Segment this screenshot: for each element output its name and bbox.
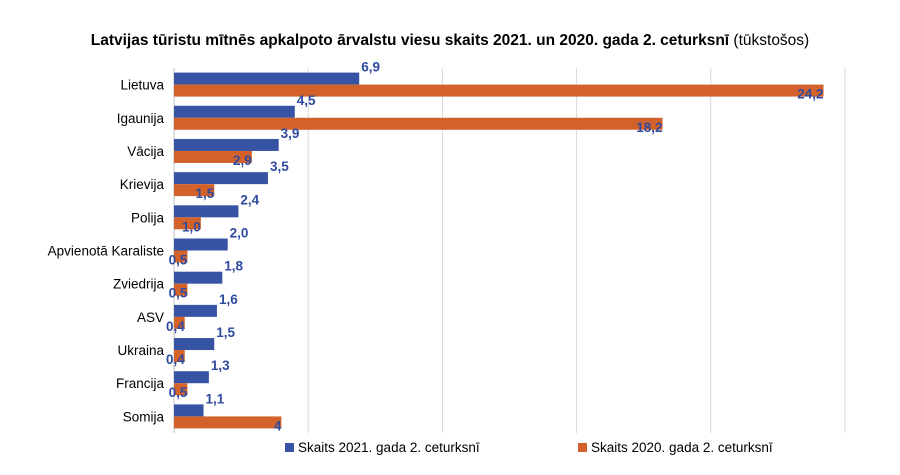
bar-2020: [174, 84, 824, 97]
bar-2021: [174, 271, 223, 284]
category-label: ASV: [137, 310, 164, 325]
data-label-2020: 18,2: [636, 120, 662, 135]
bar-2021: [174, 371, 209, 384]
chart-title-unit: (tūkstošos): [733, 32, 810, 49]
bar-2021: [174, 205, 239, 218]
category-label: Apvienotā Karaliste: [48, 244, 164, 259]
category-label: Igaunija: [117, 111, 165, 126]
data-label-2020: 1,5: [195, 186, 214, 201]
category-label: Somija: [123, 409, 165, 424]
bar-2021: [174, 338, 215, 351]
legend-swatch-2020: [578, 443, 587, 452]
data-label-2021: 1,8: [224, 259, 243, 274]
bar-2020: [174, 250, 188, 263]
data-label-2021: 4,5: [297, 93, 316, 108]
bar-2021: [174, 138, 279, 151]
data-label-2021: 1,3: [211, 358, 230, 373]
data-label-2020: 0,5: [169, 385, 188, 400]
chart-title: Latvijas tūristu mītnēs apkalpoto ārvals…: [0, 32, 900, 50]
data-label-2020: 0,5: [169, 253, 188, 268]
bar-2021: [174, 404, 204, 417]
bar-2021: [174, 238, 228, 251]
bar-2021: [174, 172, 268, 185]
category-label: Lietuva: [120, 78, 164, 93]
bar-2020: [174, 316, 185, 329]
chart-title-main: Latvijas tūristu mītnēs apkalpoto ārvals…: [90, 32, 730, 49]
legend-label-2020: Skaits 2020. gada 2. ceturksnī: [591, 440, 773, 455]
data-label-2020: 0,4: [166, 319, 185, 334]
data-label-2020: 1,0: [182, 219, 201, 234]
data-label-2021: 3,9: [281, 126, 300, 141]
bar-2021: [174, 105, 295, 118]
data-label-2020: 0,5: [169, 286, 188, 301]
data-label-2020: 4: [274, 418, 282, 433]
bar-2020: [174, 184, 215, 197]
legend-label-2021: Skaits 2021. gada 2. ceturksnī: [298, 440, 480, 455]
data-label-2020: 0,4: [166, 352, 185, 367]
data-label-2021: 2,4: [240, 192, 259, 207]
bar-2020: [174, 117, 663, 130]
legend-swatch-2021: [285, 443, 294, 452]
bar-2020: [174, 150, 252, 163]
bar-2020: [174, 383, 188, 396]
bar-2020: [174, 283, 188, 296]
bar-2020: [174, 416, 282, 429]
category-label: Krievija: [120, 177, 165, 192]
category-label: Vācija: [127, 144, 164, 159]
category-label: Polija: [131, 210, 165, 225]
data-label-2021: 6,9: [361, 60, 380, 75]
category-label: Francija: [116, 376, 165, 391]
category-label: Ukraina: [117, 343, 164, 358]
data-label-2020: 24,2: [797, 87, 823, 102]
data-label-2021: 2,0: [230, 226, 249, 241]
data-label-2021: 1,1: [206, 391, 225, 406]
bar-2020: [174, 217, 201, 230]
bar-2021: [174, 304, 217, 317]
data-label-2020: 2,9: [233, 153, 252, 168]
category-label: Zviedrija: [113, 277, 165, 292]
data-label-2021: 3,5: [270, 159, 289, 174]
bar-2021: [174, 72, 360, 85]
data-label-2021: 1,6: [219, 292, 238, 307]
data-label-2021: 1,5: [216, 325, 235, 340]
bar-2020: [174, 350, 185, 363]
